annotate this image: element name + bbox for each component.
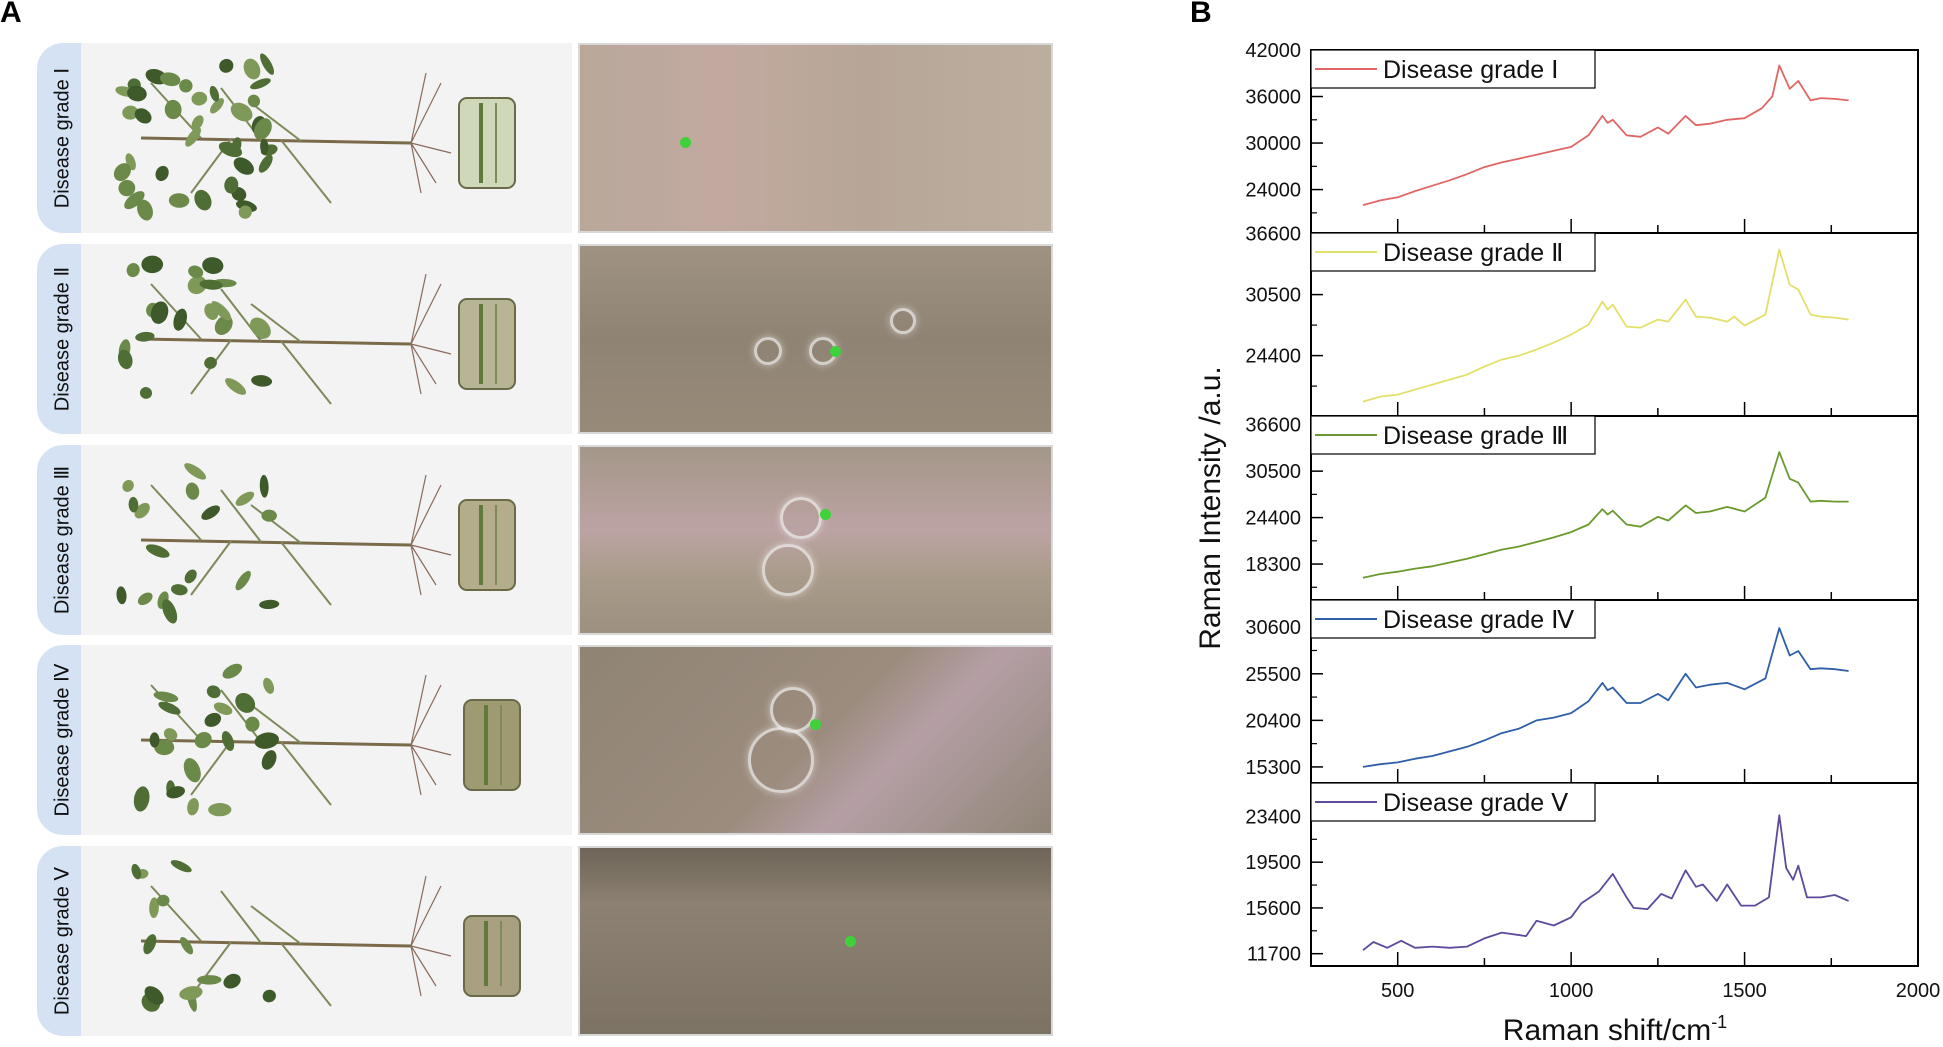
subplot-frame xyxy=(1310,782,1919,967)
grade-label-tab: Disease grade Ⅲ xyxy=(37,445,87,635)
spectrum-line xyxy=(1362,248,1849,403)
y-tick-label: 36600 xyxy=(1245,224,1301,246)
y-tick-label: 30500 xyxy=(1245,285,1301,307)
panel-a-letter: A xyxy=(0,0,22,29)
y-tick-label: 18300 xyxy=(1245,554,1301,576)
x-axis-label: Raman shift/cm-1 xyxy=(1503,1012,1727,1047)
y-tick-label: 11700 xyxy=(1247,944,1301,966)
y-tick-label: 25500 xyxy=(1245,664,1301,686)
grade-label-tab: Disease grade Ⅱ xyxy=(37,244,87,434)
grade-label-tab: Disease grade Ⅳ xyxy=(37,645,87,835)
legend-label: Disease grade Ⅴ xyxy=(1383,789,1568,817)
grade-label: Disease grade Ⅴ xyxy=(51,866,74,1016)
sample-row: Disease grade Ⅱ xyxy=(37,244,1053,434)
microscope-image xyxy=(578,244,1053,434)
plant-photo xyxy=(81,244,572,434)
sample-row: Disease grade Ⅳ xyxy=(37,645,1053,835)
laser-spot-marker xyxy=(680,137,691,148)
cotton-plant-image xyxy=(133,663,521,817)
grade-label: Disease grade Ⅳ xyxy=(51,663,74,817)
y-tick-label: 30600 xyxy=(1245,617,1301,639)
y-tick-label: 36000 xyxy=(1245,87,1301,109)
microscope-image xyxy=(578,846,1053,1036)
bubble xyxy=(762,544,814,596)
legend-label: Disease grade Ⅳ xyxy=(1383,606,1574,634)
cotton-plant-image xyxy=(131,860,521,1012)
laser-spot-marker xyxy=(810,719,821,730)
bubble xyxy=(770,687,816,733)
legend-label: Disease grade Ⅰ xyxy=(1383,56,1559,84)
laser-spot-marker xyxy=(845,936,856,947)
cotton-plant-image xyxy=(116,463,516,624)
x-tick-label: 1000 xyxy=(1549,980,1594,1002)
y-tick-label: 42000 xyxy=(1245,40,1301,62)
microscope-image xyxy=(578,445,1053,635)
y-tick-label: 19500 xyxy=(1245,852,1301,874)
y-tick-label: 15300 xyxy=(1245,757,1301,779)
x-tick-label: 1500 xyxy=(1722,980,1767,1002)
spectrum-line xyxy=(1362,627,1849,768)
microscope-image xyxy=(578,645,1053,835)
y-tick-label: 30000 xyxy=(1245,133,1301,155)
microscope-image xyxy=(578,43,1053,233)
spectrum-line xyxy=(1362,451,1849,579)
y-tick-label: 20400 xyxy=(1245,710,1301,732)
cotton-plant-image xyxy=(113,53,516,221)
grade-label-tab: Disease grade Ⅴ xyxy=(37,846,87,1036)
plant-photo xyxy=(81,645,572,835)
bubble xyxy=(890,308,916,334)
bubble xyxy=(748,727,814,793)
sample-row: Disease grade Ⅴ xyxy=(37,846,1053,1036)
plant-photo xyxy=(81,445,572,635)
x-axis-label-superscript: -1 xyxy=(1711,1012,1727,1032)
grade-label: Disease grade Ⅲ xyxy=(51,465,74,615)
cotton-plant-image xyxy=(117,255,516,405)
y-tick-label: 36600 xyxy=(1245,415,1301,437)
legend-label: Disease grade Ⅱ xyxy=(1383,239,1563,267)
spectrum-line xyxy=(1362,64,1849,206)
sample-row: Disease grade Ⅰ xyxy=(37,43,1053,233)
grade-label-tab: Disease grade Ⅰ xyxy=(37,43,87,233)
plant-photo xyxy=(81,846,572,1036)
legend-label: Disease grade Ⅲ xyxy=(1383,422,1568,450)
y-tick-label: 24400 xyxy=(1245,508,1301,530)
plant-photo xyxy=(81,43,572,233)
spectrum-line xyxy=(1362,814,1849,951)
sample-row: Disease grade Ⅲ xyxy=(37,445,1053,635)
raman-spectra-chart: 42000 36000 30000 24000 Disease grade Ⅰ 36600… xyxy=(1194,40,1941,1047)
laser-spot-marker xyxy=(820,509,831,520)
y-tick-label: 24400 xyxy=(1245,346,1301,368)
panel-b-letter: B xyxy=(1190,0,1212,29)
laser-spot-marker xyxy=(830,346,841,357)
x-tick-label: 2000 xyxy=(1896,980,1941,1002)
y-tick-label: 24000 xyxy=(1245,180,1301,202)
bubble xyxy=(780,497,822,539)
grade-label: Disease grade Ⅱ xyxy=(51,266,74,412)
y-axis-label: Raman Intensity /a.u. xyxy=(1194,366,1227,649)
y-tick-label: 15600 xyxy=(1245,898,1301,920)
bubble xyxy=(754,337,782,365)
y-tick-label: 23400 xyxy=(1245,806,1301,828)
grade-label: Disease grade Ⅰ xyxy=(51,67,74,209)
y-tick-label: 30500 xyxy=(1245,461,1301,483)
x-tick-label: 500 xyxy=(1381,980,1414,1002)
